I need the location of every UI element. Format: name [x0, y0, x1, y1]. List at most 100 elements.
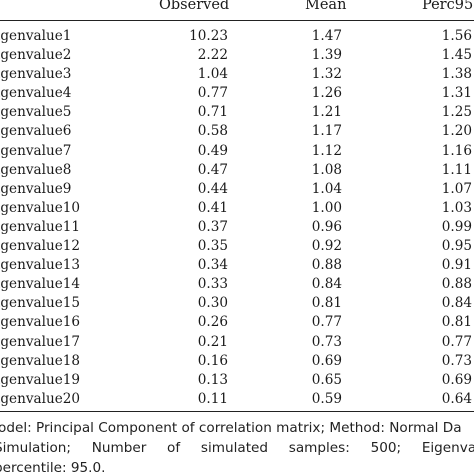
table-row: igenvalue12 0.35 0.92 0.95 — [0, 237, 474, 256]
observed-value: 0.77 — [197, 85, 228, 102]
perc95-value: 0.73 — [441, 352, 472, 369]
footnote-word: simulated — [200, 440, 269, 456]
mean-value: 0.77 — [311, 314, 342, 331]
mean-value: 1.32 — [311, 66, 342, 83]
perc95-value: 1.56 — [441, 28, 472, 44]
header-perc95: Perc95 — [422, 0, 474, 13]
perc95-value: 1.11 — [441, 161, 472, 178]
footnote-word: Simulation; — [0, 440, 71, 456]
perc95-value: 0.64 — [441, 390, 472, 407]
table-row: igenvalue5 0.71 1.21 1.25 — [0, 103, 474, 122]
row-label: igenvalue11 — [0, 218, 81, 235]
mean-value: 1.00 — [311, 199, 342, 216]
observed-value: 0.21 — [197, 333, 228, 350]
mean-value: 0.96 — [311, 218, 342, 235]
header-observed: Observed — [159, 0, 230, 13]
footnote-word: Eigenvalues — [421, 440, 474, 456]
table-footnote: Iodel: Principal Component of correlatio… — [0, 418, 474, 474]
row-label: igenvalue7 — [0, 142, 72, 159]
observed-value: 0.41 — [197, 199, 228, 216]
observed-value: 0.71 — [197, 104, 228, 121]
mean-value: 1.47 — [311, 28, 342, 44]
perc95-value: 0.81 — [441, 314, 472, 331]
table-body: igenvalue1 10.23 1.47 1.56 igenvalue2 2.22 1.3… — [0, 27, 474, 409]
mean-value: 0.73 — [311, 333, 342, 350]
observed-value: 2.22 — [197, 47, 228, 64]
perc95-value: 1.20 — [441, 123, 472, 140]
table-row: igenvalue15 0.30 0.81 0.84 — [0, 294, 474, 313]
perc95-value: 0.95 — [441, 238, 472, 255]
table-row: igenvalue1 10.23 1.47 1.56 — [0, 27, 474, 46]
row-label: igenvalue12 — [0, 238, 81, 255]
row-label: igenvalue5 — [0, 104, 72, 121]
mean-value: 0.69 — [311, 352, 342, 369]
mean-value: 1.21 — [311, 104, 342, 121]
observed-value: 0.35 — [197, 238, 228, 255]
observed-value: 0.34 — [197, 257, 228, 274]
row-label: igenvalue14 — [0, 276, 81, 293]
footnote-line-3: percentile: 95.0. — [0, 460, 106, 474]
observed-value: 0.47 — [197, 161, 228, 178]
mean-value: 1.17 — [311, 123, 342, 140]
mean-value: 1.26 — [311, 85, 342, 102]
mean-value: 0.84 — [311, 276, 342, 293]
footnote-word: Number — [91, 440, 147, 456]
perc95-value: 1.16 — [441, 142, 472, 159]
table-row: igenvalue14 0.33 0.84 0.88 — [0, 275, 474, 294]
row-label: igenvalue8 — [0, 161, 72, 178]
row-label: igenvalue3 — [0, 66, 72, 83]
table-row: igenvalue8 0.47 1.08 1.11 — [0, 161, 474, 180]
observed-value: 0.58 — [197, 123, 228, 140]
observed-value: 0.33 — [197, 276, 228, 293]
perc95-value: 1.31 — [441, 85, 472, 102]
row-label: igenvalue1 — [0, 28, 72, 44]
observed-value: 0.30 — [197, 295, 228, 312]
row-label: igenvalue16 — [0, 314, 81, 331]
perc95-value: 0.77 — [441, 333, 472, 350]
observed-value: 0.26 — [197, 314, 228, 331]
table-row: igenvalue4 0.77 1.26 1.31 — [0, 84, 474, 103]
row-label: igenvalue2 — [0, 47, 72, 64]
row-label: igenvalue19 — [0, 371, 81, 388]
footnote-word: 500; — [370, 440, 402, 456]
row-label: igenvalue20 — [0, 390, 81, 407]
table-bottom-rule — [0, 411, 474, 412]
observed-value: 10.23 — [189, 28, 228, 44]
header-mean: Mean — [305, 0, 347, 13]
perc95-value: 1.45 — [441, 47, 472, 64]
observed-value: 0.37 — [197, 218, 228, 235]
mean-value: 1.04 — [311, 180, 342, 197]
table-row: igenvalue9 0.44 1.04 1.07 — [0, 180, 474, 199]
perc95-value: 1.25 — [441, 104, 472, 121]
table-row: igenvalue6 0.58 1.17 1.20 — [0, 122, 474, 141]
observed-value: 0.16 — [197, 352, 228, 369]
row-label: igenvalue6 — [0, 123, 72, 140]
perc95-value: 0.69 — [441, 371, 472, 388]
table-row: igenvalue18 0.16 0.69 0.73 — [0, 352, 474, 371]
table-row: igenvalue11 0.37 0.96 0.99 — [0, 218, 474, 237]
table-row: igenvalue16 0.26 0.77 0.81 — [0, 313, 474, 332]
mean-value: 0.59 — [311, 390, 342, 407]
perc95-value: 1.38 — [441, 66, 472, 83]
row-label: igenvalue4 — [0, 85, 72, 102]
perc95-value: 0.91 — [441, 257, 472, 274]
footnote-line-1: Iodel: Principal Component of correlatio… — [0, 420, 462, 436]
mean-value: 1.39 — [311, 47, 342, 64]
mean-value: 0.81 — [311, 295, 342, 312]
row-label: igenvalue9 — [0, 180, 72, 197]
observed-value: 0.11 — [197, 390, 228, 407]
observed-value: 1.04 — [197, 66, 228, 83]
observed-value: 0.49 — [197, 142, 228, 159]
table-row: igenvalue20 0.11 0.59 0.64 — [0, 390, 474, 409]
perc95-value: 0.99 — [441, 218, 472, 235]
table-row: igenvalue19 0.13 0.65 0.69 — [0, 371, 474, 390]
perc95-value: 0.84 — [441, 295, 472, 312]
perc95-value: 1.03 — [441, 199, 472, 216]
row-label: igenvalue10 — [0, 199, 81, 216]
table-row: igenvalue13 0.34 0.88 0.91 — [0, 256, 474, 275]
mean-value: 0.65 — [311, 371, 342, 388]
footnote-line-2: Simulation; Number of simulated samples: 500;… — [0, 438, 474, 458]
mean-value: 0.92 — [311, 238, 342, 255]
footnote-word: samples: — [288, 440, 350, 456]
